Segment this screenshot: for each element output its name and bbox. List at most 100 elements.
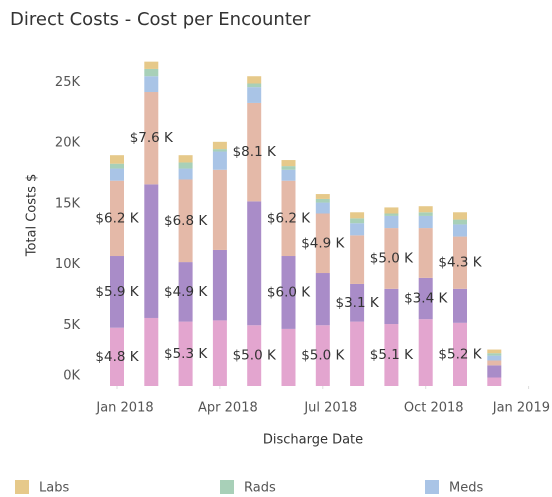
bar-segment	[315, 198, 330, 203]
bar-segment	[212, 320, 227, 386]
bar-segment	[144, 317, 159, 386]
bar-segment	[247, 83, 262, 88]
x-tick-label: Apr 2018	[198, 401, 258, 416]
data-label: $4.9 K	[164, 284, 208, 300]
bar-segment	[178, 262, 193, 322]
legend-label: Meds	[449, 481, 483, 496]
bar-segment	[281, 169, 296, 181]
legend-swatch	[220, 480, 234, 494]
bar-segment	[212, 169, 227, 250]
x-tick-label: Jan 2019	[492, 401, 550, 416]
bar-segment	[453, 322, 467, 386]
bar-segment	[212, 249, 227, 321]
bar-segment	[453, 288, 467, 323]
data-label: $5.2 K	[438, 346, 482, 362]
y-tick-label: 5K	[63, 318, 80, 333]
data-label: $4.8 K	[95, 349, 139, 365]
bar-segment	[110, 256, 124, 328]
bar-segment	[247, 102, 262, 202]
data-label: $4.9 K	[301, 235, 345, 251]
data-label: $5.9 K	[95, 284, 139, 300]
bar-segment	[212, 151, 227, 170]
bar-segment	[110, 180, 124, 257]
bar-segment	[281, 328, 296, 386]
bar-segment	[281, 256, 296, 329]
bar-segment	[315, 194, 330, 199]
bar-segment	[315, 202, 330, 214]
bar-segment	[487, 353, 502, 356]
bar-segment	[281, 180, 296, 257]
bar-segment	[453, 212, 467, 220]
bar-segment	[247, 201, 262, 326]
bar-segment	[487, 349, 502, 354]
y-axis-title: Total Costs $	[25, 174, 40, 258]
bar-segment	[418, 319, 433, 386]
bar-segment	[144, 92, 159, 185]
data-label: $5.0 K	[301, 348, 345, 364]
bar-segment	[418, 212, 433, 216]
bar-segment	[178, 155, 193, 163]
bar-segment	[350, 223, 365, 236]
y-tick-label: 0K	[63, 369, 80, 384]
bar-segment	[487, 360, 502, 366]
bar-segment	[384, 207, 399, 214]
y-tick-label: 15K	[55, 196, 81, 211]
bar-segment	[178, 179, 193, 263]
data-label: $7.6 K	[130, 130, 174, 146]
x-tick-label: Jan 2018	[95, 401, 153, 416]
data-label: $6.8 K	[164, 213, 208, 229]
bar-segment	[247, 87, 262, 103]
bar-segment	[144, 76, 159, 93]
bar-segment	[144, 184, 159, 318]
data-label: $6.0 K	[267, 284, 311, 300]
bar-segment	[453, 224, 467, 237]
data-label: $6.2 K	[267, 210, 311, 226]
bar-segment	[418, 277, 433, 320]
bar-segment	[281, 160, 296, 167]
chart-title: Direct Costs - Cost per Encounter	[10, 9, 311, 30]
y-tick-label: 20K	[55, 136, 81, 151]
bar-segment	[384, 213, 399, 216]
x-tick-label: Jul 2018	[303, 401, 357, 416]
legend-swatch	[15, 480, 29, 494]
data-label: $8.1 K	[233, 144, 277, 160]
legend-label: Labs	[39, 481, 69, 496]
bar-segment	[350, 321, 365, 386]
bar-segment	[384, 215, 399, 229]
bar-segment	[350, 212, 365, 219]
bar-segment	[350, 218, 365, 224]
bar-segment	[178, 162, 193, 169]
bar-segment	[178, 321, 193, 386]
legend-swatch	[425, 480, 439, 494]
bar-segment	[315, 325, 330, 386]
x-tick-label: Oct 2018	[404, 401, 464, 416]
bar-segment	[110, 327, 124, 386]
bar-segment	[247, 76, 262, 84]
data-label: $5.0 K	[233, 348, 277, 364]
legend-label: Rads	[244, 481, 276, 496]
bar-segment	[110, 163, 124, 169]
bar-segment	[418, 228, 433, 278]
bar-segment	[453, 236, 467, 289]
bar-segment	[487, 355, 502, 361]
bar-segment	[144, 68, 159, 77]
data-label: $5.3 K	[164, 346, 208, 362]
data-label: $3.1 K	[335, 295, 379, 311]
bar-segment	[487, 365, 502, 378]
bar-segment	[384, 324, 399, 386]
bar-segment	[110, 168, 124, 181]
data-label: $3.4 K	[404, 291, 448, 307]
data-label: $5.0 K	[370, 250, 414, 266]
bar-segment	[281, 166, 296, 170]
data-label: $4.3 K	[438, 255, 482, 271]
bar-segment	[315, 273, 330, 326]
bar-segment	[418, 215, 433, 229]
bar-segment	[453, 219, 467, 225]
data-label: $5.1 K	[370, 347, 414, 363]
bar-segment	[487, 377, 502, 386]
bar-segment	[315, 213, 330, 274]
bar-segment	[384, 288, 399, 325]
bar-segment	[212, 141, 227, 150]
x-axis-title: Discharge Date	[263, 433, 363, 448]
